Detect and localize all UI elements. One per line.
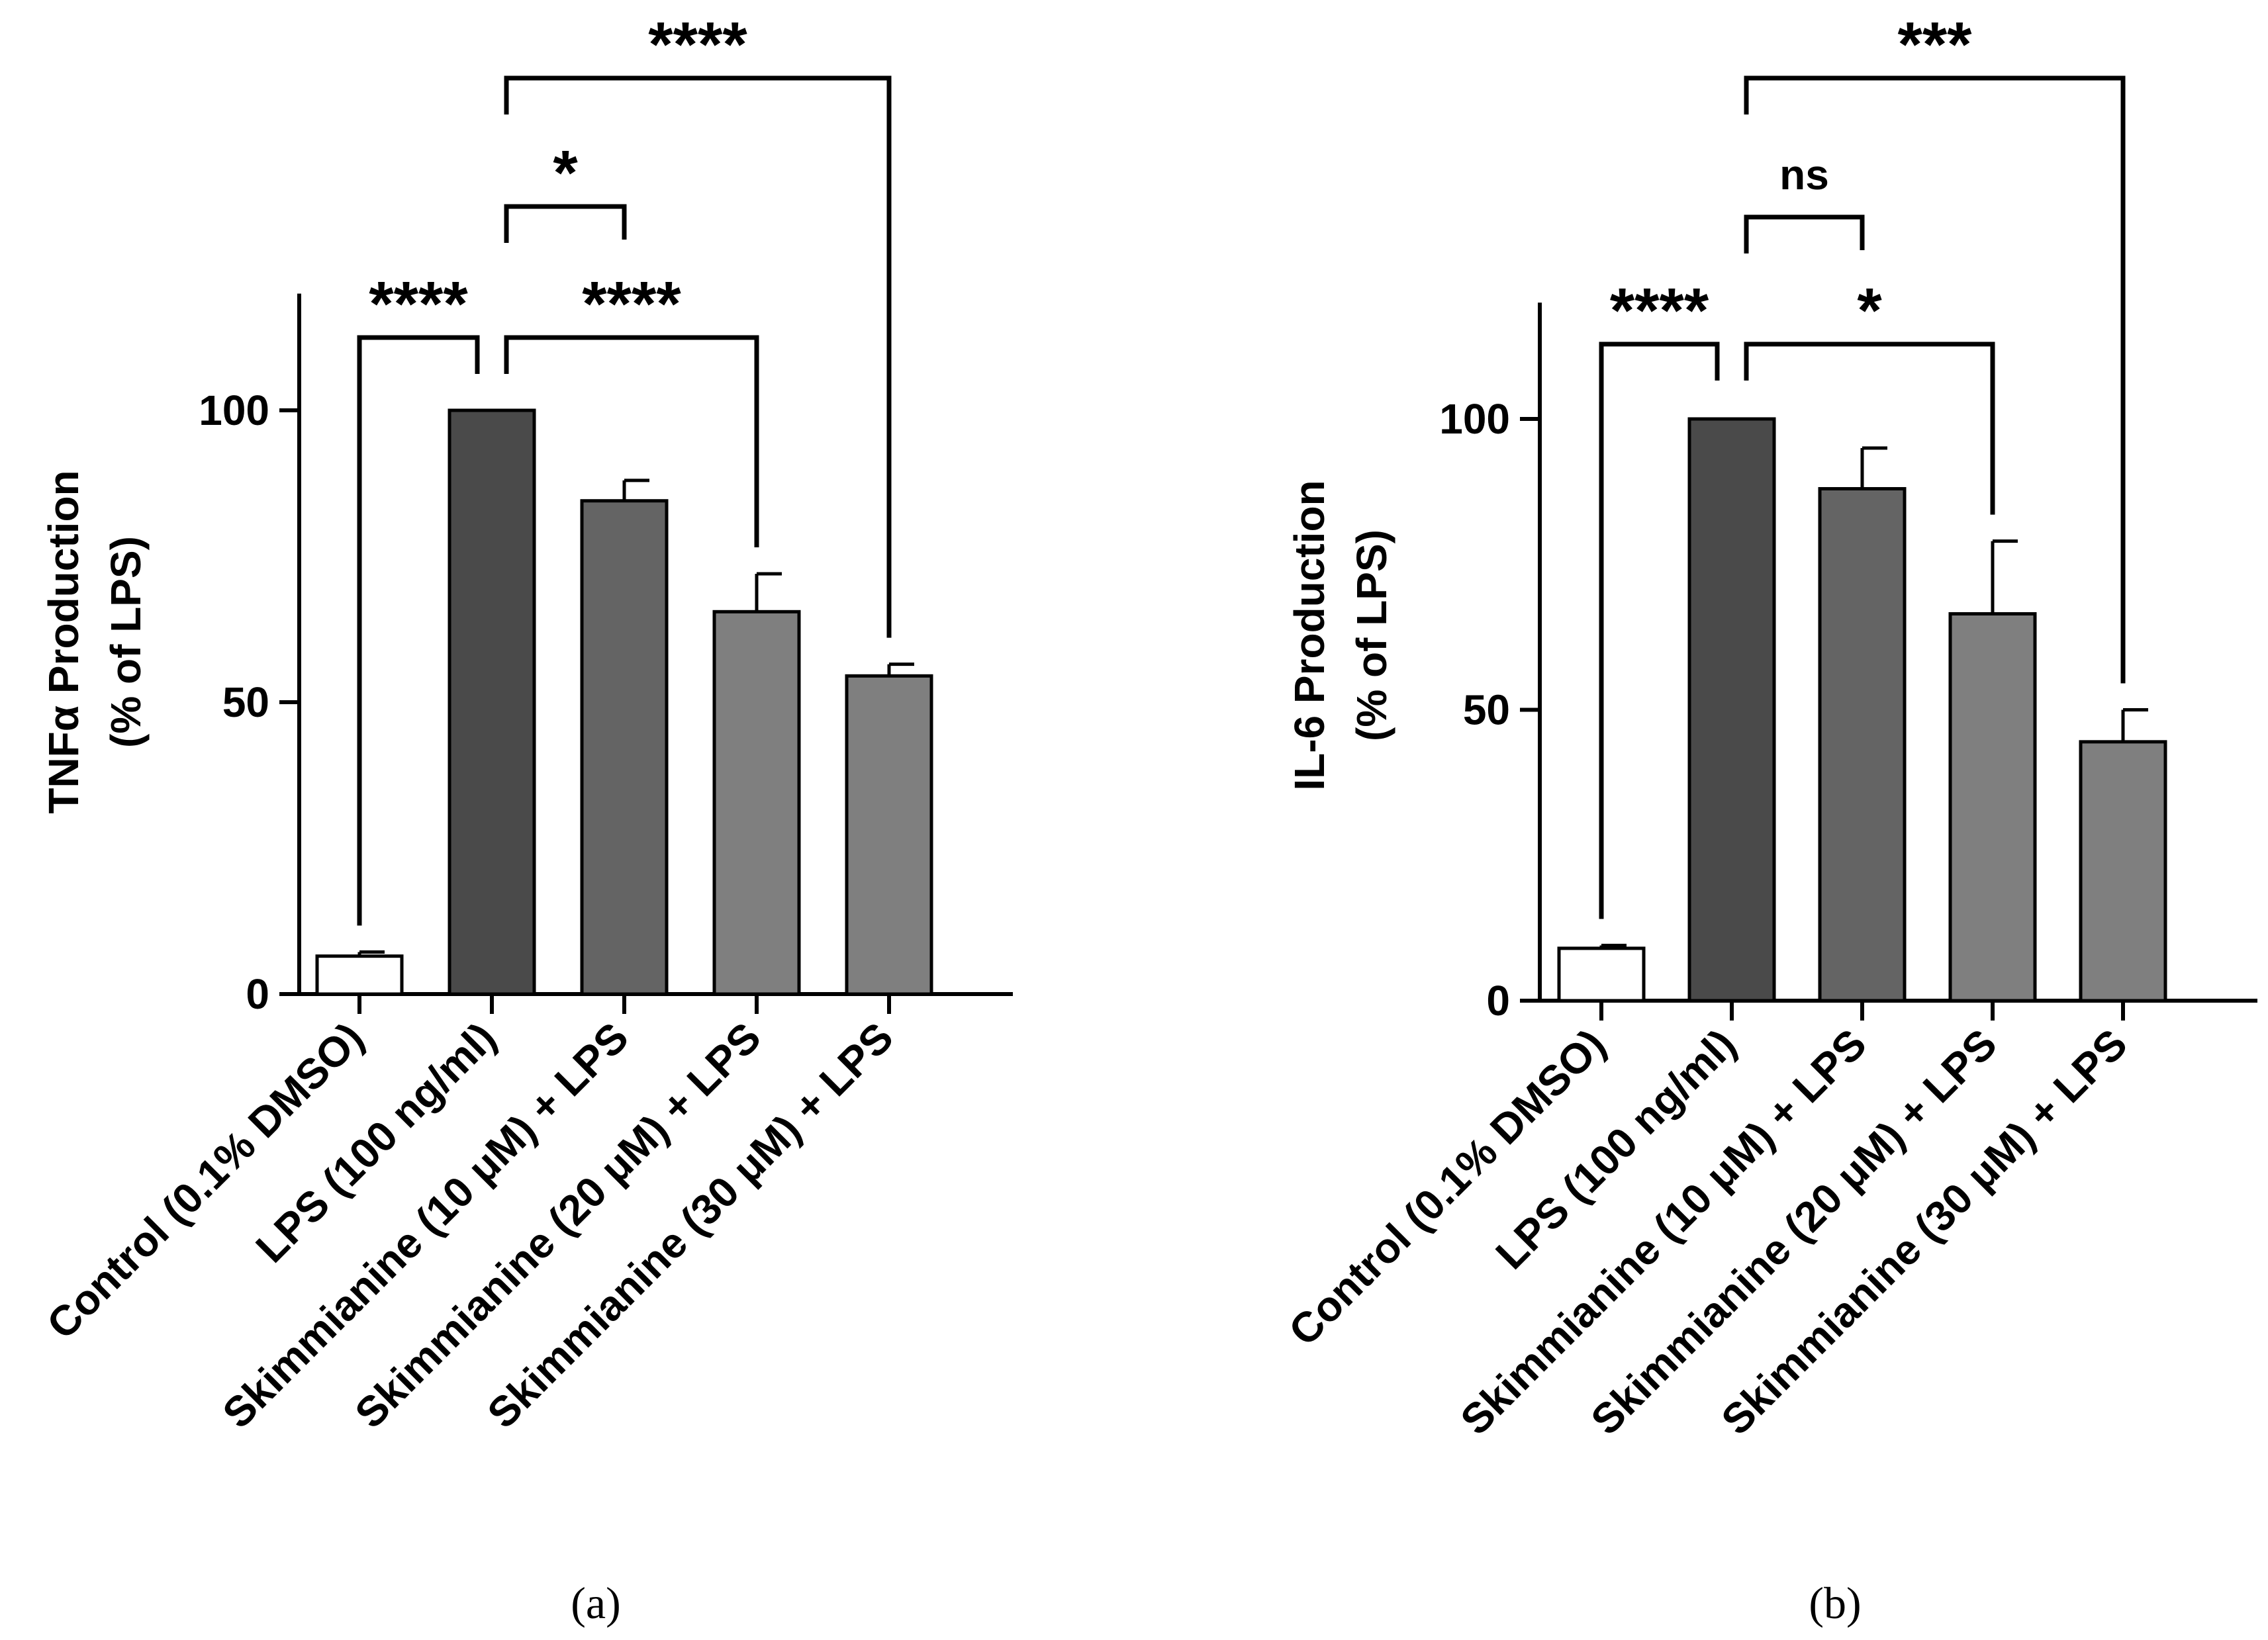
significance-label: **** xyxy=(1610,275,1709,346)
y-tick-label: 0 xyxy=(246,970,269,1018)
bar xyxy=(315,954,404,996)
significance-bracket xyxy=(504,75,892,638)
y-tick-label: 50 xyxy=(222,678,269,726)
y-tick-label: 100 xyxy=(1439,395,1510,443)
y-axis-title-line: (% of LPS) xyxy=(1348,529,1395,741)
significance-label: *** xyxy=(1897,9,1972,80)
y-axis-title-line: TNFα Production xyxy=(40,470,87,813)
bar xyxy=(1948,612,2037,1003)
significance-label: **** xyxy=(369,269,468,340)
significance-bracket xyxy=(357,335,480,926)
bar xyxy=(1557,946,1646,1003)
significance-bracket xyxy=(504,204,627,243)
x-tick-label: LPS (100 ng/ml) xyxy=(247,1013,505,1271)
y-tick-label: 50 xyxy=(1463,686,1510,734)
significance-label: **** xyxy=(582,269,681,340)
bar xyxy=(580,499,669,996)
significance-label: ns xyxy=(1779,151,1829,199)
significance-label: * xyxy=(553,138,578,208)
significance-bracket xyxy=(504,335,759,547)
y-axis-title-line: (% of LPS) xyxy=(102,536,150,748)
x-tick-label: LPS (100 ng/ml) xyxy=(1487,1020,1745,1278)
bar xyxy=(448,408,536,996)
significance-bracket xyxy=(1744,342,1995,515)
bar xyxy=(1687,417,1776,1003)
y-tick-label: 0 xyxy=(1486,977,1510,1025)
significance-bracket xyxy=(1599,342,1720,919)
bar xyxy=(845,674,933,996)
bar xyxy=(2079,740,2167,1003)
y-axis-title-line: IL-6 Production xyxy=(1286,480,1333,790)
bar xyxy=(712,610,801,996)
significance-label: **** xyxy=(648,9,747,80)
significance-label: * xyxy=(1857,275,1882,346)
y-tick-label: 100 xyxy=(199,387,269,434)
bar xyxy=(1818,486,1907,1003)
significance-bracket xyxy=(1744,214,1865,253)
significance-bracket xyxy=(1744,75,2126,684)
panel-label: (b) xyxy=(1809,1578,1861,1628)
panel-label: (a) xyxy=(571,1578,620,1628)
